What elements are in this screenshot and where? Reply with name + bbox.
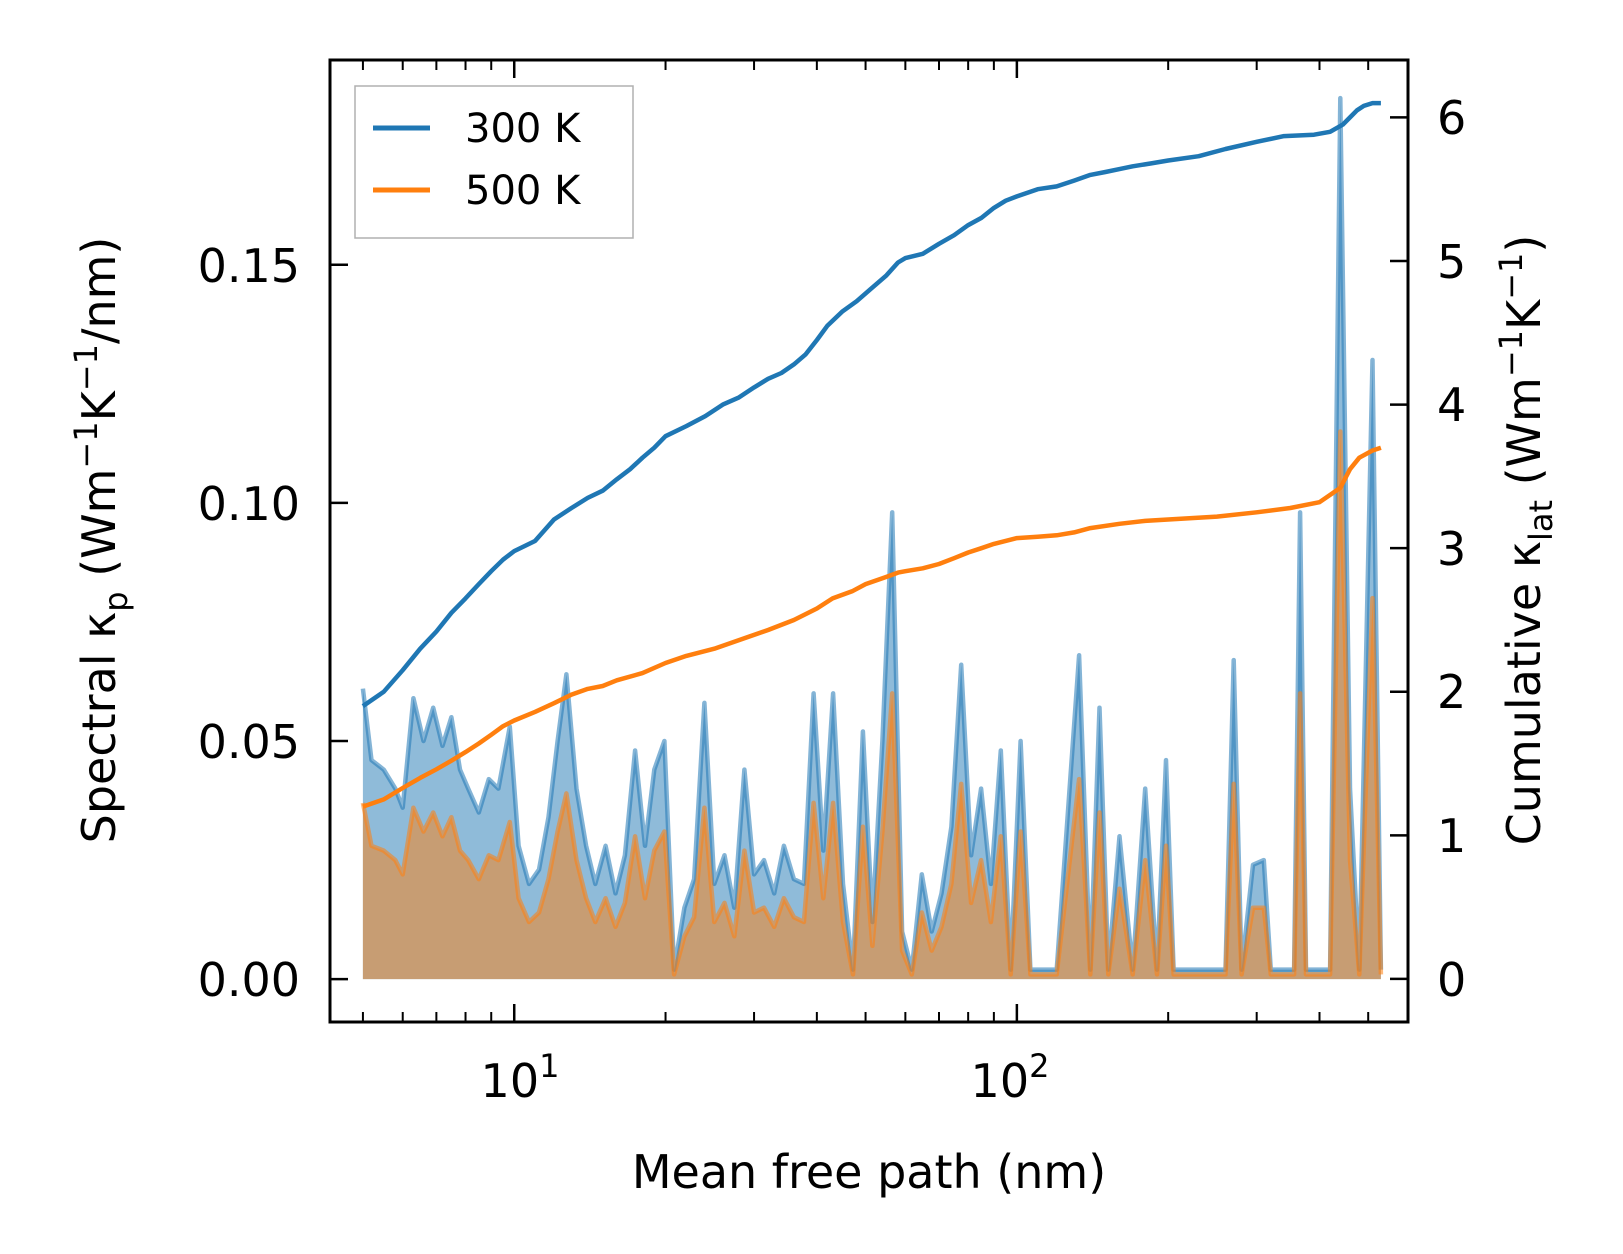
y-left-tick-label: 0.15 — [198, 239, 300, 293]
y-right-tick-label: 6 — [1437, 91, 1466, 145]
legend-box — [354, 85, 634, 239]
line-cumulative-500-k — [362, 445, 1382, 809]
legend: 300 K 500 K — [354, 85, 634, 239]
area-outline-500-k-spectral — [360, 429, 1384, 977]
area-outline-300-k-spectral — [360, 95, 1384, 972]
y-left-tick-label: 0.00 — [198, 953, 300, 1007]
legend-label-300k: 300 K — [465, 106, 582, 152]
area-500-k-spectral — [362, 431, 1381, 980]
y-left-tick-label: 0.10 — [198, 477, 300, 531]
legend-label-500k: 500 K — [465, 168, 582, 214]
y-right-tick-label: 3 — [1437, 522, 1466, 576]
y-left-tick-label: 0.05 — [198, 715, 300, 769]
plot-frame — [328, 58, 1410, 1024]
x-axis-label: Mean free path (nm) — [632, 1145, 1106, 1199]
y-right-tick-label: 2 — [1437, 665, 1466, 719]
x-tick-label-100: 102 — [971, 1047, 1050, 1108]
cumulative-line-layer — [361, 100, 1382, 809]
y-right-tick-label: 4 — [1437, 378, 1466, 432]
y-right-tick-label: 5 — [1437, 235, 1466, 289]
y-right-axis-label: Cumulative κlat (Wm−1K−1) — [1492, 235, 1560, 846]
line-cumulative-300-k — [361, 100, 1381, 708]
y-left-axis-label: Spectral κp (Wm−1K−1/nm) — [67, 237, 135, 844]
spectral-area-layer — [360, 95, 1384, 980]
x-tick-label-10: 101 — [481, 1047, 560, 1108]
axis-ticks — [330, 60, 1409, 1022]
y-right-tick-label: 1 — [1437, 809, 1466, 863]
y-right-tick-label: 0 — [1437, 953, 1466, 1007]
